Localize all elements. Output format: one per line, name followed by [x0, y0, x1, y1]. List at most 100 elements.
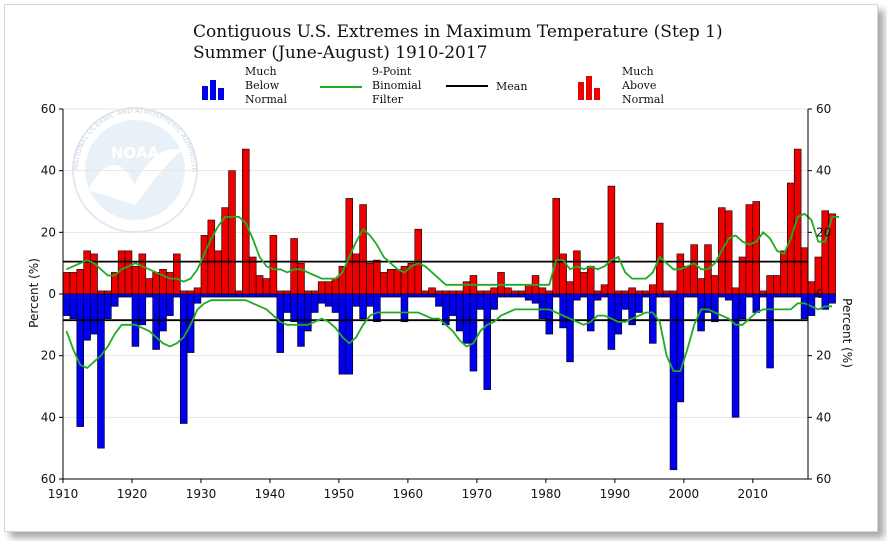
bar-above	[255, 275, 264, 295]
bar-below	[593, 293, 602, 301]
bar-below	[69, 293, 78, 319]
bar-below	[352, 293, 360, 307]
bar-above	[207, 219, 216, 295]
bar-above	[504, 287, 512, 295]
legend: MuchBelowNormal9-PointBinomialFilterMean…	[202, 65, 664, 106]
legend-label: Much	[245, 65, 277, 78]
bar-above	[517, 290, 526, 295]
bar-above	[600, 284, 609, 295]
x-tick-label: 2000	[669, 487, 700, 501]
bar-below	[538, 293, 547, 319]
bar-below	[331, 293, 340, 313]
right-tick-label: 60	[816, 472, 831, 486]
bar-above	[83, 250, 91, 295]
legend-swatch-bar	[218, 88, 224, 100]
left-tick-label: 20	[41, 225, 56, 239]
bar-below	[193, 293, 202, 304]
bar-below	[745, 293, 754, 298]
bar-above	[676, 253, 685, 295]
right-tick-label: 0	[816, 287, 824, 301]
bar-below	[311, 293, 319, 313]
bar-below	[138, 293, 147, 326]
bar-below	[159, 293, 167, 332]
legend-label: Binomial	[372, 79, 422, 92]
left-tick-label: 40	[41, 410, 56, 424]
chart-subtitle: Summer (June-August) 1910-2017	[193, 43, 488, 63]
bar-above	[345, 198, 354, 295]
bar-above	[497, 272, 505, 295]
bar-above	[614, 290, 623, 295]
bar-above	[573, 250, 581, 295]
bar-above	[642, 290, 650, 295]
bar-below	[828, 293, 836, 304]
bar-above	[124, 250, 133, 295]
bar-below	[207, 293, 216, 298]
left-tick-label: 60	[41, 102, 56, 116]
binomial-filter-lines	[65, 212, 839, 373]
bar-above	[628, 287, 636, 295]
filter-line-above	[66, 212, 839, 286]
bar-below	[600, 293, 609, 298]
bar-below	[235, 293, 243, 298]
x-tick-label: 1930	[186, 487, 217, 501]
bar-below	[607, 293, 616, 350]
bar-below	[448, 293, 457, 316]
bar-below	[621, 293, 629, 310]
noaa-logo-bird-icon	[88, 149, 182, 205]
bar-below	[787, 293, 795, 298]
bar-above	[607, 185, 616, 295]
bar-below	[166, 293, 174, 316]
bars-much-below-normal	[62, 293, 836, 471]
bar-above	[773, 275, 781, 295]
bar-above	[586, 265, 595, 295]
x-tick-label: 1990	[600, 487, 631, 501]
bar-below	[262, 293, 271, 298]
x-tick-label: 1910	[48, 487, 79, 501]
bar-below	[242, 293, 250, 298]
bar-above	[179, 290, 188, 295]
bar-below	[173, 293, 181, 298]
bar-above	[711, 275, 719, 295]
bar-above	[738, 256, 747, 295]
bar-below	[718, 293, 726, 298]
legend-swatch-bar	[586, 76, 592, 100]
bar-below	[269, 293, 278, 298]
bar-below	[586, 293, 595, 332]
bar-below	[462, 293, 471, 344]
bar-above	[483, 290, 491, 295]
bar-below	[455, 293, 464, 332]
bar-above	[421, 290, 429, 295]
bar-below	[421, 293, 429, 298]
legend-label: 9-Point	[372, 65, 412, 78]
bar-above	[731, 287, 740, 295]
bar-above	[697, 278, 705, 295]
bar-below	[614, 293, 623, 335]
bar-below	[731, 293, 740, 418]
bar-below	[766, 293, 774, 369]
bar-below	[497, 293, 505, 298]
bar-below	[83, 293, 91, 341]
legend-swatch-bar	[210, 80, 216, 100]
bar-below	[152, 293, 160, 350]
bar-above	[649, 284, 657, 295]
bar-below	[414, 293, 423, 298]
bar-below	[345, 293, 354, 375]
legend-swatch-bar	[202, 86, 208, 100]
bar-below	[400, 293, 409, 323]
bar-above	[373, 259, 381, 295]
bar-above	[186, 290, 195, 295]
bar-above	[228, 170, 236, 295]
bar-above	[173, 253, 181, 295]
right-tick-label: 20	[816, 349, 831, 363]
bars-much-above-normal	[62, 148, 836, 295]
bar-below	[97, 293, 105, 449]
bar-below	[752, 293, 761, 313]
bar-above	[448, 290, 457, 295]
bar-above	[62, 272, 71, 295]
bar-below	[483, 293, 491, 390]
bar-above	[821, 210, 829, 295]
bar-below	[711, 293, 719, 323]
